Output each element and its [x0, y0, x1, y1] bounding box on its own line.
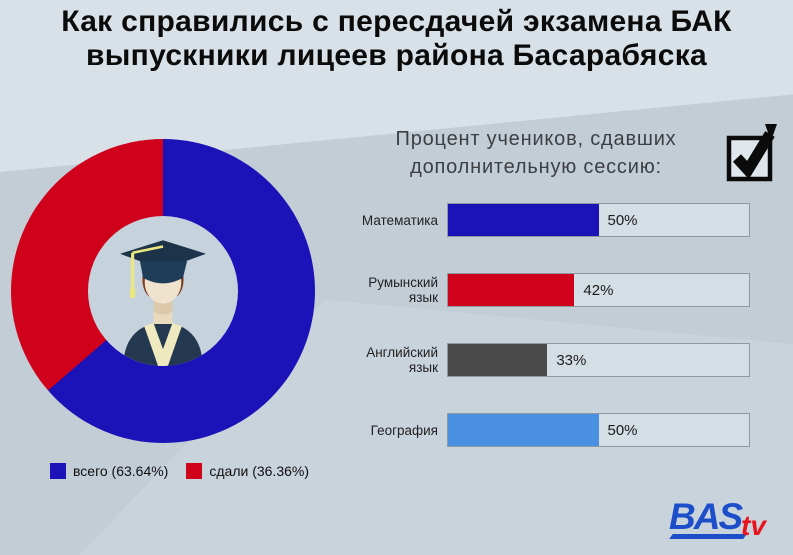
bars-subtitle: Процент учеников, сдавших дополнительную… [395, 128, 677, 178]
bar-row-angliyskiy: Английский язык 33% [340, 343, 750, 377]
checkbox-checkmark-icon [726, 124, 777, 182]
bar-value: 42% [583, 281, 614, 299]
bar-chart: Математика 50% Румынский язык 42% Англий… [340, 203, 750, 483]
bar-label: География [370, 422, 438, 438]
legend-label-total: всего (63.64%) [73, 463, 169, 479]
bar-fill [448, 414, 599, 446]
legend-swatch-passed-icon [186, 463, 203, 479]
bar-fill [448, 274, 575, 306]
bar-row-matematika: Математика 50% [340, 203, 750, 237]
bar-label: Математика [361, 212, 438, 228]
bar-track: 50% [447, 413, 750, 447]
bar-value: 50% [607, 421, 638, 439]
bar-label: Английский язык [366, 345, 438, 375]
bar-track: 50% [447, 203, 750, 237]
bar-track: 42% [447, 273, 750, 307]
bar-row-rumynskiy: Румынский язык 42% [340, 273, 750, 307]
bar-row-geografiya: География 50% [340, 413, 750, 447]
logo-text-tv: tv [741, 510, 766, 541]
bar-fill [448, 344, 548, 376]
legend-label-passed: сдали (36.36%) [209, 463, 309, 479]
bastv-logo: BAS tv [669, 496, 787, 550]
donut-legend: всего (63.64%) сдали (36.36%) [50, 463, 309, 479]
bar-value: 50% [607, 211, 638, 229]
legend-item-passed: сдали (36.36%) [186, 463, 309, 479]
logo-text-bas: BAS [669, 496, 743, 537]
donut-chart [11, 139, 315, 443]
bar-label: Румынский язык [368, 275, 438, 305]
bar-track: 33% [447, 343, 750, 377]
bar-fill [448, 204, 599, 236]
logo-underline [669, 534, 747, 539]
legend-swatch-total-icon [50, 463, 66, 479]
graduate-icon [120, 240, 206, 366]
legend-item-total: всего (63.64%) [50, 463, 168, 479]
bar-value: 33% [556, 351, 587, 369]
donut-center [88, 216, 238, 366]
page-title: Как справились с пересдачей экзамена БАК… [61, 5, 732, 72]
